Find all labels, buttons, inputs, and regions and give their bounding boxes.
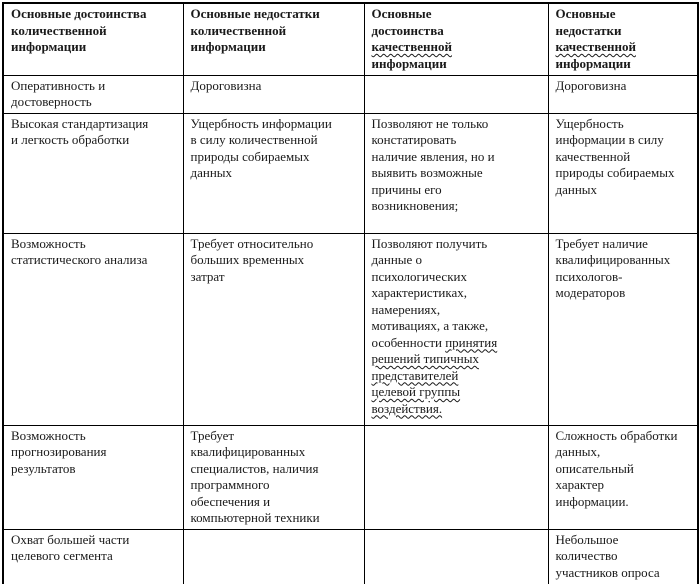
header-cell-qual-disadvantages: Основные недостатки качественной информа…	[547, 2, 699, 76]
table-cell: Позволяют получить данные о психологичес…	[363, 232, 549, 426]
cell-text: Дороговизна	[190, 77, 262, 93]
table-cell: Высокая стандартизация и легкость обрабо…	[2, 112, 184, 234]
cell-text: Основные достоинства количественной инфо…	[11, 6, 147, 54]
table-cell	[363, 74, 549, 114]
table-cell: Дороговизна	[182, 74, 365, 114]
table-cell: Возможность статистического анализа	[2, 232, 184, 426]
cell-text: Возможность статистического анализа	[11, 235, 148, 268]
table-row: Возможность статистического анализа Треб…	[2, 232, 699, 426]
table-cell: Ущербность информации в силу качественно…	[547, 112, 699, 234]
cell-text: Требует относительно больших временных з…	[190, 235, 314, 284]
cell-text: информации	[555, 55, 631, 71]
cell-text: Небольшое количество участников опроса	[555, 531, 660, 580]
cell-text: Сложность обработки данных, описательный…	[555, 427, 678, 509]
table-cell: Небольшое количество участников опроса	[547, 528, 699, 584]
table-row: Высокая стандартизация и легкость обрабо…	[2, 112, 699, 234]
cell-text: Ущербность информации в силу количествен…	[190, 115, 332, 181]
table-cell	[363, 528, 549, 584]
table-cell: Требует относительно больших временных з…	[182, 232, 365, 426]
cell-text: Требует квалифицированных специалистов, …	[190, 427, 320, 526]
table-cell: Сложность обработки данных, описательный…	[547, 424, 699, 530]
table-cell	[182, 528, 365, 584]
table-cell: Охват большей части целевого сегмента	[2, 528, 184, 584]
cell-text: Дороговизна	[555, 77, 627, 93]
table-cell: Дороговизна	[547, 74, 699, 114]
table-cell: Возможность прогнозирования результатов	[2, 424, 184, 530]
table-row: Оперативность и достоверность Дороговизн…	[2, 74, 699, 114]
table-cell: Ущербность информации в силу количествен…	[182, 112, 365, 234]
wavy-underlined-text: принятия решений типичных представителей…	[371, 334, 498, 416]
cell-text: Ущербность информации в силу качественно…	[555, 115, 675, 197]
wavy-underlined-text: качественной	[371, 39, 452, 54]
cell-text: Охват большей части целевого сегмента	[11, 531, 130, 564]
cell-text: Возможность прогнозирования результатов	[11, 427, 107, 476]
cell-text: Основные недостатки	[555, 6, 622, 38]
table-cell: Позволяют не только констатировать налич…	[363, 112, 549, 234]
cell-text: Позволяют не только констатировать налич…	[371, 115, 495, 214]
cell-text: Позволяют получить данные о психологичес…	[371, 235, 489, 350]
table-cell: Оперативность и достоверность	[2, 74, 184, 114]
cell-text: Основные недостатки количественной инфор…	[190, 6, 320, 54]
cell-text: Оперативность и достоверность	[11, 77, 106, 110]
table-row: Охват большей части целевого сегмента Не…	[2, 528, 699, 584]
header-cell-quant-disadvantages: Основные недостатки количественной инфор…	[182, 2, 365, 76]
table-cell: Требует квалифицированных специалистов, …	[182, 424, 365, 530]
header-cell-qual-advantages: Основные достоинства качественной информ…	[363, 2, 549, 76]
cell-text: Высокая стандартизация и легкость обрабо…	[11, 115, 149, 148]
cell-text: информации	[371, 55, 447, 71]
table-cell: Требует наличие квалифицированных психол…	[547, 232, 699, 426]
table-header-row: Основные достоинства количественной инфо…	[2, 2, 699, 76]
table-row: Возможность прогнозирования результатов …	[2, 424, 699, 530]
cell-text: Требует наличие квалифицированных психол…	[555, 235, 671, 301]
table-cell	[363, 424, 549, 530]
wavy-underlined-text: качественной	[555, 39, 636, 54]
header-cell-quant-advantages: Основные достоинства количественной инфо…	[2, 2, 184, 76]
cell-text: Основные достоинства	[371, 6, 444, 38]
